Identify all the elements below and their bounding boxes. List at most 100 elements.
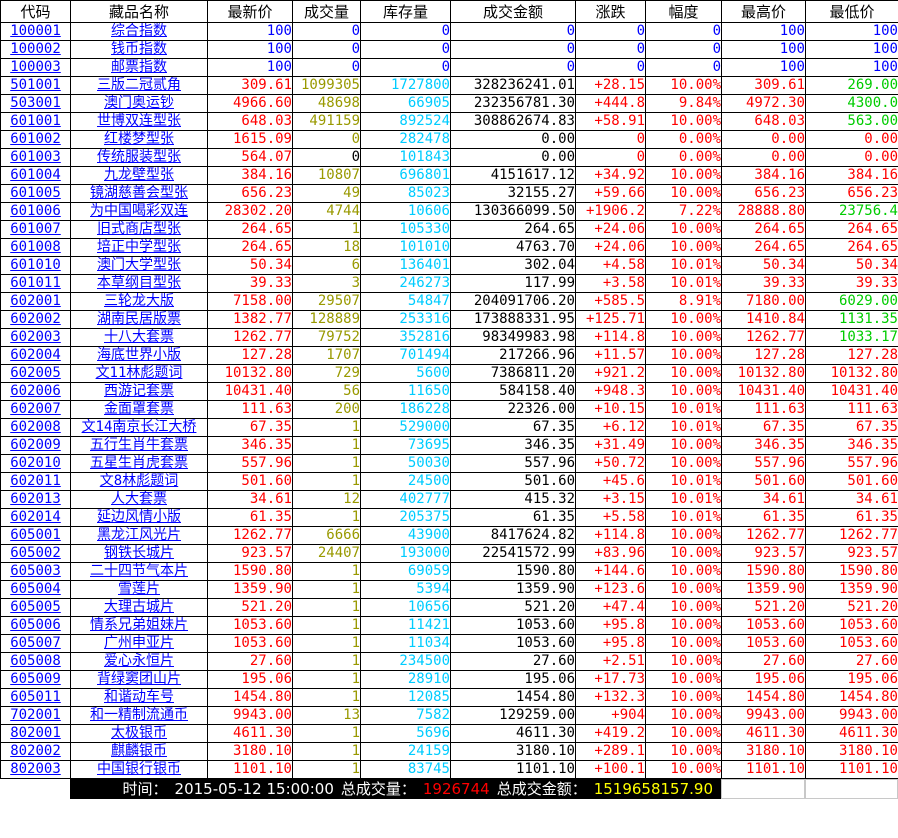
- code-cell[interactable]: 602002: [0, 310, 71, 329]
- code-cell[interactable]: 601004: [0, 166, 71, 185]
- name-link[interactable]: 邮票指数: [70, 58, 208, 77]
- code-cell[interactable]: 601007: [0, 220, 71, 239]
- code-cell[interactable]: 601011: [0, 274, 71, 293]
- code-cell[interactable]: 602005: [0, 364, 71, 383]
- inventory-cell: 11421: [360, 616, 451, 635]
- amount-cell: 232356781.30: [450, 94, 576, 113]
- code-cell[interactable]: 602010: [0, 454, 71, 473]
- code-cell[interactable]: 601006: [0, 202, 71, 221]
- name-link[interactable]: 二十四节气本片: [70, 562, 208, 581]
- code-cell[interactable]: 605005: [0, 598, 71, 617]
- code-cell[interactable]: 602008: [0, 418, 71, 437]
- name-link[interactable]: 五行生肖牛套票: [70, 436, 208, 455]
- code-cell[interactable]: 601002: [0, 130, 71, 149]
- code-cell[interactable]: 602006: [0, 382, 71, 401]
- name-link[interactable]: 中国银行银币: [70, 760, 208, 779]
- code-cell[interactable]: 602014: [0, 508, 71, 527]
- code-cell[interactable]: 802002: [0, 742, 71, 761]
- code-cell[interactable]: 602009: [0, 436, 71, 455]
- code-cell[interactable]: 100002: [0, 40, 71, 59]
- code-cell[interactable]: 605004: [0, 580, 71, 599]
- code-cell[interactable]: 605003: [0, 562, 71, 581]
- code-cell[interactable]: 601010: [0, 256, 71, 275]
- name-link[interactable]: 和一精制流通币: [70, 706, 208, 725]
- code-cell[interactable]: 503001: [0, 94, 71, 113]
- name-link[interactable]: 湖南民居版票: [70, 310, 208, 329]
- low-cell: 4300.0: [805, 94, 898, 113]
- name-link[interactable]: 世博双连型张: [70, 112, 208, 131]
- volume-cell: 1: [292, 580, 361, 599]
- percent-cell: 10.00%: [645, 616, 722, 635]
- code-cell[interactable]: 605009: [0, 670, 71, 689]
- name-link[interactable]: 澳门大学型张: [70, 256, 208, 275]
- name-link[interactable]: 延边风情小版: [70, 508, 208, 527]
- name-link[interactable]: 黑龙江风光片: [70, 526, 208, 545]
- name-link[interactable]: 金面罩套票: [70, 400, 208, 419]
- name-link[interactable]: 综合指数: [70, 22, 208, 41]
- code-cell[interactable]: 605001: [0, 526, 71, 545]
- code-cell[interactable]: 602007: [0, 400, 71, 419]
- name-link[interactable]: 文14南京长江大桥: [70, 418, 208, 437]
- name-link[interactable]: 红楼梦型张: [70, 130, 208, 149]
- low-cell: 1131.35: [805, 310, 898, 329]
- code-cell[interactable]: 605008: [0, 652, 71, 671]
- code-cell[interactable]: 601005: [0, 184, 71, 203]
- code-cell[interactable]: 100001: [0, 22, 71, 41]
- name-link[interactable]: 文8林彪题词: [70, 472, 208, 491]
- code-cell[interactable]: 601003: [0, 148, 71, 167]
- code-cell[interactable]: 602004: [0, 346, 71, 365]
- change-cell: +289.1: [575, 742, 646, 761]
- name-link[interactable]: 传统服装型张: [70, 148, 208, 167]
- last-price-cell: 309.61: [207, 76, 293, 95]
- name-link[interactable]: 三轮龙大版: [70, 292, 208, 311]
- name-link[interactable]: 大理古城片: [70, 598, 208, 617]
- code-cell[interactable]: 802003: [0, 760, 71, 779]
- code-cell[interactable]: 802001: [0, 724, 71, 743]
- code-cell[interactable]: 601001: [0, 112, 71, 131]
- code-cell[interactable]: 602011: [0, 472, 71, 491]
- amount-cell: 1359.90: [450, 580, 576, 599]
- name-link[interactable]: 本草纲目型张: [70, 274, 208, 293]
- code-cell[interactable]: 601008: [0, 238, 71, 257]
- name-link[interactable]: 情系兄弟姐妹片: [70, 616, 208, 635]
- name-link[interactable]: 为中国喝彩双连: [70, 202, 208, 221]
- volume-cell: 48698: [292, 94, 361, 113]
- name-link[interactable]: 麒麟银币: [70, 742, 208, 761]
- volume-cell: 24407: [292, 544, 361, 563]
- code-cell[interactable]: 100003: [0, 58, 71, 77]
- name-link[interactable]: 钢铁长城片: [70, 544, 208, 563]
- name-link[interactable]: 爱心永恒片: [70, 652, 208, 671]
- name-link[interactable]: 背绿窦团山片: [70, 670, 208, 689]
- code-cell[interactable]: 602003: [0, 328, 71, 347]
- name-link[interactable]: 五星生肖虎套票: [70, 454, 208, 473]
- change-cell: +114.8: [575, 526, 646, 545]
- amount-cell: 1053.60: [450, 616, 576, 635]
- name-link[interactable]: 钱币指数: [70, 40, 208, 59]
- name-link[interactable]: 镜湖慈善会型张: [70, 184, 208, 203]
- name-link[interactable]: 和谐动车号: [70, 688, 208, 707]
- name-link[interactable]: 太极银币: [70, 724, 208, 743]
- code-cell[interactable]: 602013: [0, 490, 71, 509]
- code-cell[interactable]: 605002: [0, 544, 71, 563]
- name-link[interactable]: 海底世界小版: [70, 346, 208, 365]
- name-link[interactable]: 文11林彪题词: [70, 364, 208, 383]
- name-link[interactable]: 广州申亚片: [70, 634, 208, 653]
- high-cell: 557.96: [721, 454, 806, 473]
- name-link[interactable]: 培正中学型张: [70, 238, 208, 257]
- name-link[interactable]: 澳门奥运钞: [70, 94, 208, 113]
- code-cell[interactable]: 605007: [0, 634, 71, 653]
- name-link[interactable]: 旧式商店型张: [70, 220, 208, 239]
- name-link[interactable]: 三版二冠贰角: [70, 76, 208, 95]
- code-cell[interactable]: 602001: [0, 292, 71, 311]
- name-link[interactable]: 西游记套票: [70, 382, 208, 401]
- code-cell[interactable]: 605011: [0, 688, 71, 707]
- name-link[interactable]: 雪莲片: [70, 580, 208, 599]
- name-link[interactable]: 十八大套票: [70, 328, 208, 347]
- inventory-cell: 7582: [360, 706, 451, 725]
- name-link[interactable]: 人大套票: [70, 490, 208, 509]
- high-cell: 1101.10: [721, 760, 806, 779]
- code-cell[interactable]: 605006: [0, 616, 71, 635]
- code-cell[interactable]: 702001: [0, 706, 71, 725]
- name-link[interactable]: 九龙壁型张: [70, 166, 208, 185]
- code-cell[interactable]: 501001: [0, 76, 71, 95]
